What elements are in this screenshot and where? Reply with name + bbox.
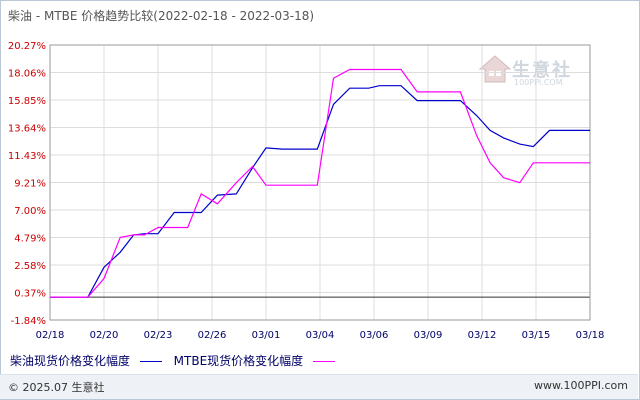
x-tick-label: 02/18 (36, 330, 65, 341)
house-logo-icon (478, 55, 512, 83)
x-tick-label: 03/04 (306, 330, 335, 341)
watermark-name: 生意社 (512, 60, 572, 81)
footer-bar: © 2025.07 生意社 www.100PPI.com (0, 374, 638, 399)
legend-label-diesel: 柴油现货价格变化幅度 (10, 354, 131, 368)
x-tick-label: 03/09 (414, 330, 443, 341)
legend-swatch-diesel (139, 361, 162, 362)
x-tick-label: 03/01 (252, 330, 281, 341)
y-tick-label: 2.58% (14, 261, 46, 272)
legend-swatch-mtbe (313, 361, 335, 362)
x-tick-label: 03/06 (360, 330, 389, 341)
legend-label-mtbe: MTBE现货价格变化幅度 (173, 354, 304, 368)
y-tick-label: 0.37% (14, 289, 46, 300)
x-tick-label: 03/15 (522, 330, 551, 341)
y-tick-label: 7.00% (14, 206, 46, 217)
legend-item-diesel: 柴油现货价格变化幅度 (10, 352, 162, 369)
x-tick-label: 03/12 (468, 330, 497, 341)
copyright-text: © 2025.07 生意社 (8, 381, 105, 394)
series-line-diesel (50, 85, 590, 298)
y-tick-label: -1.84% (11, 316, 46, 327)
series-line-mtbe (50, 68, 590, 298)
y-tick-label: 13.64% (8, 123, 46, 134)
y-tick-label: 20.27% (8, 41, 46, 52)
x-tick-label: 02/20 (90, 330, 119, 341)
chart-title: 柴油 - MTBE 价格趋势比较(2022-02-18 - 2022-03-18… (8, 9, 315, 23)
y-tick-label: 11.43% (8, 151, 46, 162)
y-tick-label: 18.06% (8, 68, 46, 79)
plot-area: 20.27% 18.06% 15.85% 13.64% 11.43% 9.21% 7.00%… (8, 41, 605, 341)
plot-border (49, 44, 591, 321)
legend: 柴油现货价格变化幅度 MTBE现货价格变化幅度 (10, 352, 343, 368)
watermark: 生意社 100PPI.COM (478, 54, 588, 90)
legend-item-mtbe: MTBE现货价格变化幅度 (174, 352, 335, 369)
y-tick-label: 4.79% (14, 234, 46, 245)
y-tick-label: 15.85% (8, 96, 46, 107)
x-tick-label: 03/18 (576, 330, 605, 341)
x-tick-label: 02/23 (144, 330, 173, 341)
y-tick-label: 9.21% (14, 179, 46, 190)
footer-site-link[interactable]: www.100PPI.com (534, 379, 628, 392)
watermark-url: 100PPI.COM (514, 78, 563, 87)
x-tick-label: 02/26 (198, 330, 227, 341)
